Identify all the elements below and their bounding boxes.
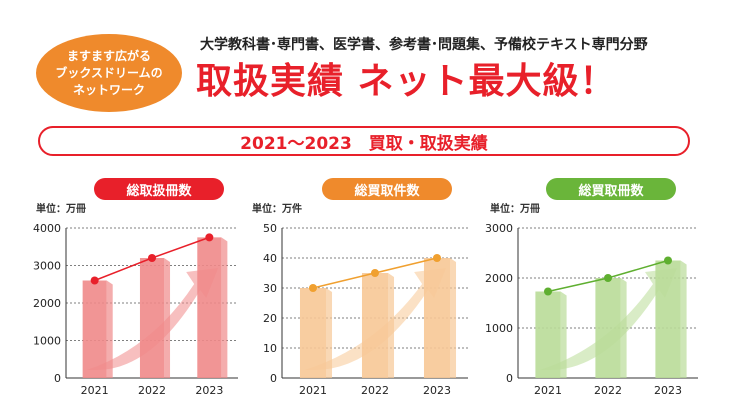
y-tick-label: 50	[263, 222, 277, 235]
y-tick-label: 20	[263, 312, 277, 325]
data-point	[205, 233, 214, 242]
data-point	[371, 269, 379, 277]
chart-title: 総取扱冊数	[94, 178, 224, 200]
y-tick-label: 3000	[33, 260, 61, 273]
bar	[595, 278, 621, 378]
x-tick-label: 2021	[81, 384, 109, 397]
bar	[655, 260, 681, 378]
bar-side	[326, 288, 333, 378]
x-tick-label: 2022	[594, 384, 622, 397]
y-tick-label: 2000	[485, 272, 513, 285]
bar	[139, 258, 165, 378]
y-tick-label: 1000	[485, 322, 513, 335]
period-banner: 2021〜2023 買取・取扱実績	[38, 126, 690, 156]
chart-title: 総買取件数	[322, 178, 452, 200]
bar-side	[450, 258, 457, 378]
chart-total-purchased-volumes: 総買取冊数 単位：万冊 0 1000 2000 3000 2021 2022 2023	[480, 178, 710, 414]
y-tick-label: 4000	[33, 222, 61, 235]
chart-title: 総買取冊数	[546, 178, 676, 200]
bar	[197, 237, 222, 378]
x-tick-label: 2023	[195, 384, 223, 397]
x-tick-label: 2023	[423, 384, 451, 397]
y-tick-label: 1000	[33, 335, 61, 348]
chart-total-handled-volumes: 総取扱冊数 単位：万冊 0 1000 2000 3000 4000 2021 2022 202…	[10, 178, 240, 414]
chart-plot: 0 1000 2000 3000 2021 2022 2023	[485, 222, 698, 397]
chart-total-purchase-cases: 総買取件数 単位：万件 0 10 20 30 40 50 2021 2022 2023	[246, 178, 476, 414]
x-tick-label: 2021	[299, 384, 327, 397]
badge-line-2: ブックスドリームの	[55, 65, 163, 80]
data-point	[664, 256, 672, 265]
x-tick-label: 2021	[534, 384, 562, 397]
chart-plot: 0 1000 2000 3000 4000 2021 2022 2023	[33, 222, 238, 397]
x-tick-label: 2022	[138, 384, 166, 397]
data-point	[544, 287, 552, 296]
data-point	[604, 274, 612, 282]
badge-line-1: ますます広がる	[66, 48, 151, 63]
y-tick-label: 10	[263, 342, 277, 355]
y-tick-label: 3000	[485, 222, 513, 235]
y-tick-label: 0	[54, 372, 61, 385]
network-badge: ますます広がる ブックスドリームの ネットワーク	[36, 34, 182, 112]
data-point	[148, 254, 156, 262]
period-text: 2021〜2023 買取・取扱実績	[240, 133, 488, 154]
data-point	[90, 276, 99, 285]
bar	[82, 280, 107, 378]
chart-unit: 単位：万件	[252, 204, 302, 215]
data-point	[309, 284, 317, 292]
y-tick-label: 30	[263, 282, 277, 295]
bar	[423, 258, 451, 378]
category-subtitle: 大学教科書･専門書、医学書、参考書･問題集、予備校テキスト専門分野	[200, 37, 648, 53]
bar-side	[620, 278, 627, 378]
y-tick-label: 0	[270, 372, 277, 385]
bar-side	[106, 280, 113, 378]
chart-unit: 単位：万冊	[490, 204, 540, 215]
bar-side	[560, 291, 567, 378]
headline: 取扱実績 ネット最大級！	[196, 61, 617, 102]
chart-unit: 単位：万冊	[36, 204, 86, 215]
bar	[299, 288, 327, 378]
x-tick-label: 2023	[654, 384, 682, 397]
y-tick-label: 2000	[33, 297, 61, 310]
y-tick-label: 40	[263, 252, 277, 265]
bar-side	[221, 237, 228, 378]
badge-line-3: ネットワーク	[72, 82, 145, 97]
bar-side	[164, 258, 171, 378]
bar	[361, 273, 389, 378]
chart-plot: 0 10 20 30 40 50 2021 2022 2023	[263, 222, 468, 397]
bar-side	[388, 273, 395, 378]
bar-side	[680, 260, 687, 378]
y-tick-label: 0	[506, 372, 513, 385]
bar	[535, 291, 561, 378]
x-tick-label: 2022	[361, 384, 389, 397]
data-point	[433, 254, 441, 262]
